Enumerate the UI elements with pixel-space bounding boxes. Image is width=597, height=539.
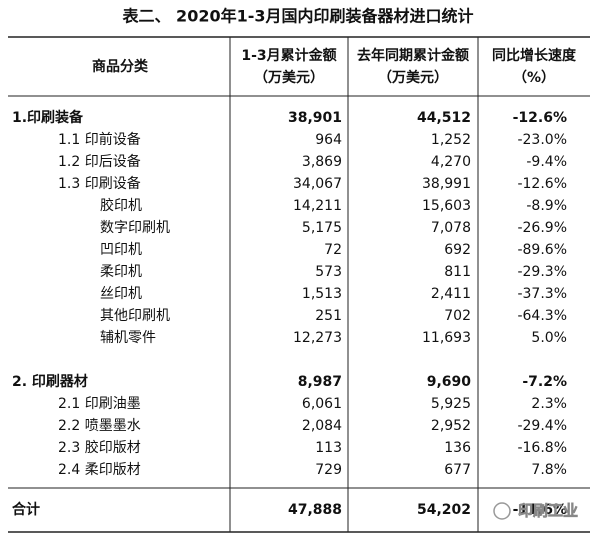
row-value: -7.2% xyxy=(522,374,567,390)
row-value: 3,869 xyxy=(302,154,342,170)
row-label: 数字印刷机 xyxy=(100,220,170,236)
row-value: 47,888 xyxy=(288,502,342,518)
row-label: 2.3 胶印版材 xyxy=(58,439,141,456)
row-label: 1.印刷装备 xyxy=(12,109,84,126)
row-value: 15,603 xyxy=(422,198,471,214)
row-value: 54,202 xyxy=(417,502,471,518)
row-value: 7.8% xyxy=(531,462,567,478)
row-label: 胶印机 xyxy=(100,197,142,214)
row-label: 2.1 印刷油墨 xyxy=(58,396,141,412)
row-value: 1,252 xyxy=(431,132,471,148)
row-label: 1.2 印后设备 xyxy=(58,153,141,170)
row-value: 7,078 xyxy=(431,220,471,236)
watermark: 印刷工业 xyxy=(518,502,578,520)
row-label: 合计 xyxy=(12,501,40,518)
row-value: -29.3% xyxy=(517,264,567,280)
row-value: 2.3% xyxy=(531,396,567,412)
header-cell: （万美元） xyxy=(254,69,324,86)
row-value: 44,512 xyxy=(417,110,471,126)
row-value: -26.9% xyxy=(517,220,567,236)
row-value: 677 xyxy=(444,462,471,478)
row-value: 702 xyxy=(444,308,471,324)
row-value: 1,513 xyxy=(302,286,342,302)
row-label: 其他印刷机 xyxy=(100,308,170,324)
row-value: 9,690 xyxy=(427,374,472,390)
row-value: 6,061 xyxy=(302,396,342,412)
header-cell: 同比增长速度 xyxy=(492,47,577,64)
row-label: 2. 印刷器材 xyxy=(12,373,88,390)
row-value: 34,067 xyxy=(293,176,342,192)
row-value: -64.3% xyxy=(517,308,567,324)
row-label: 凹印机 xyxy=(100,242,142,258)
row-value: 964 xyxy=(315,132,342,148)
row-value: 251 xyxy=(315,308,342,324)
row-value: 11,693 xyxy=(422,330,471,346)
row-value: -11.6% xyxy=(513,502,567,518)
row-value: 2,411 xyxy=(431,286,471,302)
row-value: 14,211 xyxy=(293,198,342,214)
row-label: 丝印机 xyxy=(100,286,142,302)
row-value: 72 xyxy=(324,242,342,258)
row-value: 692 xyxy=(444,242,471,258)
table-lines xyxy=(8,36,590,533)
row-value: -16.8% xyxy=(517,440,567,456)
row-label: 1.1 印前设备 xyxy=(58,131,141,148)
row-value: -29.4% xyxy=(517,418,567,434)
row-value: 5.0% xyxy=(531,330,567,346)
row-value: 2,952 xyxy=(431,418,471,434)
header-cell: 商品分类 xyxy=(92,58,149,75)
row-value: 729 xyxy=(315,462,342,478)
header-cell: 1-3月累计金额 xyxy=(241,47,336,64)
row-value: -89.6% xyxy=(517,242,567,258)
header-cell: （%） xyxy=(513,70,555,86)
header-cell: 去年同期累计金额 xyxy=(357,47,469,64)
row-value: 38,901 xyxy=(288,110,342,126)
row-label: 1.3 印刷设备 xyxy=(58,175,141,192)
row-label: 辅机零件 xyxy=(100,330,156,346)
row-value: -37.3% xyxy=(517,286,567,302)
row-value: 113 xyxy=(315,440,342,456)
row-value: -12.6% xyxy=(513,110,567,126)
row-value: 5,925 xyxy=(431,396,471,412)
row-label: 2.4 柔印版材 xyxy=(58,462,141,478)
row-value: -12.6% xyxy=(517,176,567,192)
row-value: -9.4% xyxy=(526,154,567,170)
row-value: 5,175 xyxy=(302,220,342,236)
header-cell: （万美元） xyxy=(378,69,448,86)
row-value: 573 xyxy=(315,264,342,280)
row-value: 4,270 xyxy=(431,154,471,170)
row-value: -8.9% xyxy=(526,198,567,214)
row-value: 12,273 xyxy=(293,330,342,346)
watermark-icon xyxy=(493,502,511,520)
row-value: 136 xyxy=(444,440,471,456)
row-value: 811 xyxy=(444,264,471,280)
row-value: 2,084 xyxy=(302,418,342,434)
row-value: -23.0% xyxy=(517,132,567,148)
row-value: 8,987 xyxy=(298,374,342,390)
title: 表二、 2020年1-3月国内印刷装备器材进口统计 xyxy=(121,7,473,26)
row-label: 2.2 喷墨墨水 xyxy=(58,418,141,434)
row-label: 柔印机 xyxy=(100,264,142,280)
row-value: 38,991 xyxy=(422,176,471,192)
